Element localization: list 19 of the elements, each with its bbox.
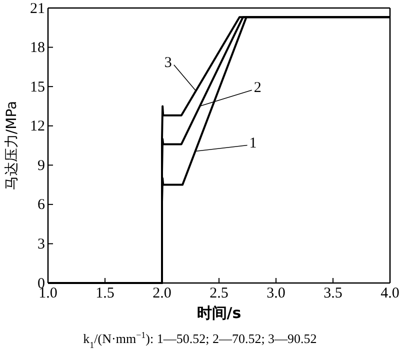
y-tick-label: 18 [30, 40, 45, 56]
y-axis-title: 马达压力/MPa [4, 100, 20, 190]
x-tick-label: 3.5 [324, 286, 342, 302]
x-tick-label: 2.0 [152, 286, 172, 302]
y-tick-label: 3 [38, 236, 45, 253]
x-tick-label: 1.5 [96, 286, 114, 302]
y-tick-label: 6 [38, 197, 46, 214]
text: k$_{1}$/(N·mm$^{−1}$): 1—50.52; 2—70.52; 3—90.52 [83, 330, 317, 350]
y-tick-label: 9 [38, 158, 45, 174]
x-tick-label: 2.5 [210, 286, 228, 302]
x-tick-label: 4.0 [380, 286, 400, 302]
legend-label: 1 [249, 135, 257, 152]
y-tick-label: 15 [30, 79, 45, 96]
x-axis-title: 时间/s [196, 304, 242, 322]
legend-label: 2 [254, 80, 262, 96]
y-tick-label: 12 [30, 118, 45, 135]
y-tick-label: 21 [30, 0, 45, 17]
text: 3 [164, 54, 172, 71]
x-tick-label: 3.0 [266, 286, 286, 302]
